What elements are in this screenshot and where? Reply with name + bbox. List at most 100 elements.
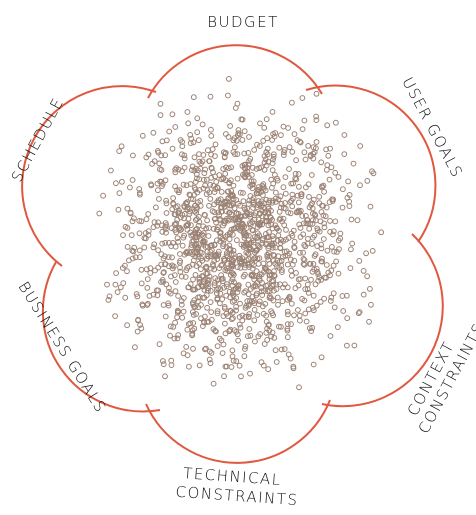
dot <box>214 343 221 350</box>
dot <box>212 215 219 222</box>
dot <box>242 346 248 352</box>
dot <box>198 160 204 167</box>
dot <box>155 264 162 271</box>
dot <box>169 265 176 272</box>
dot <box>261 124 268 131</box>
dot <box>222 150 229 157</box>
dot <box>167 332 173 339</box>
dot <box>192 253 199 260</box>
dot <box>137 322 144 328</box>
dot <box>277 245 284 252</box>
dot <box>245 232 252 239</box>
dot <box>151 219 158 226</box>
dot <box>281 149 287 156</box>
dot <box>279 298 286 305</box>
dot <box>288 267 295 274</box>
dot <box>269 310 276 317</box>
dot <box>263 149 270 156</box>
dot <box>191 297 198 304</box>
dot <box>239 220 246 227</box>
dot <box>210 263 217 270</box>
dot <box>200 223 207 230</box>
dot <box>174 335 181 342</box>
dot <box>335 270 342 277</box>
dot <box>327 333 334 339</box>
dot <box>302 275 309 282</box>
dot <box>282 205 289 212</box>
dot <box>212 186 219 192</box>
dot <box>226 236 233 243</box>
dot <box>255 333 262 340</box>
dot <box>207 348 213 355</box>
dot <box>180 295 187 301</box>
dot <box>263 266 269 272</box>
dot <box>321 220 328 227</box>
dot <box>216 335 223 342</box>
dot <box>267 272 274 279</box>
dot <box>236 362 243 369</box>
dot <box>130 152 136 159</box>
dot <box>279 269 285 276</box>
dot <box>251 212 258 219</box>
dot <box>211 280 218 286</box>
dot <box>269 109 276 115</box>
dot <box>203 191 210 198</box>
dot <box>339 204 346 211</box>
dot <box>162 220 169 226</box>
dot <box>210 226 217 232</box>
dot <box>105 297 112 303</box>
dot <box>258 164 265 171</box>
dot <box>202 212 208 219</box>
dot <box>158 152 165 159</box>
dot <box>206 158 213 165</box>
dot <box>239 317 246 324</box>
dot <box>253 248 260 254</box>
dot <box>267 293 273 300</box>
dot <box>215 209 222 216</box>
dot <box>175 189 182 196</box>
dot <box>356 258 363 264</box>
dot <box>288 180 295 187</box>
dot <box>241 173 248 180</box>
dot <box>268 221 275 228</box>
dot <box>316 193 323 200</box>
dot <box>169 111 176 118</box>
dot <box>224 281 230 288</box>
dot <box>207 196 214 202</box>
dot <box>214 296 221 303</box>
dot <box>247 155 254 162</box>
dot <box>174 235 181 242</box>
dot <box>339 293 346 299</box>
dot <box>117 284 124 291</box>
dot <box>202 313 208 320</box>
petal-arc <box>41 261 161 413</box>
dot <box>240 198 247 205</box>
dot <box>297 234 304 240</box>
dot <box>284 261 291 268</box>
dot <box>214 308 221 315</box>
dot <box>187 192 194 199</box>
dot <box>180 308 187 315</box>
dot <box>211 189 218 196</box>
dot <box>167 323 174 330</box>
dot <box>282 190 289 197</box>
dot <box>232 151 238 158</box>
dot <box>145 211 152 217</box>
dot <box>204 319 211 326</box>
dot <box>293 157 300 164</box>
dot <box>246 246 253 253</box>
dot <box>143 154 150 161</box>
dot <box>254 255 261 262</box>
dot <box>328 294 335 301</box>
dot <box>323 204 330 211</box>
dot <box>138 218 145 225</box>
dot <box>177 264 183 271</box>
dot <box>230 292 237 299</box>
petal-arc <box>321 233 444 408</box>
dot <box>364 178 371 184</box>
dot <box>247 286 254 292</box>
dot <box>192 186 199 193</box>
dot <box>163 229 169 236</box>
dot <box>264 251 271 258</box>
dot <box>224 215 230 222</box>
